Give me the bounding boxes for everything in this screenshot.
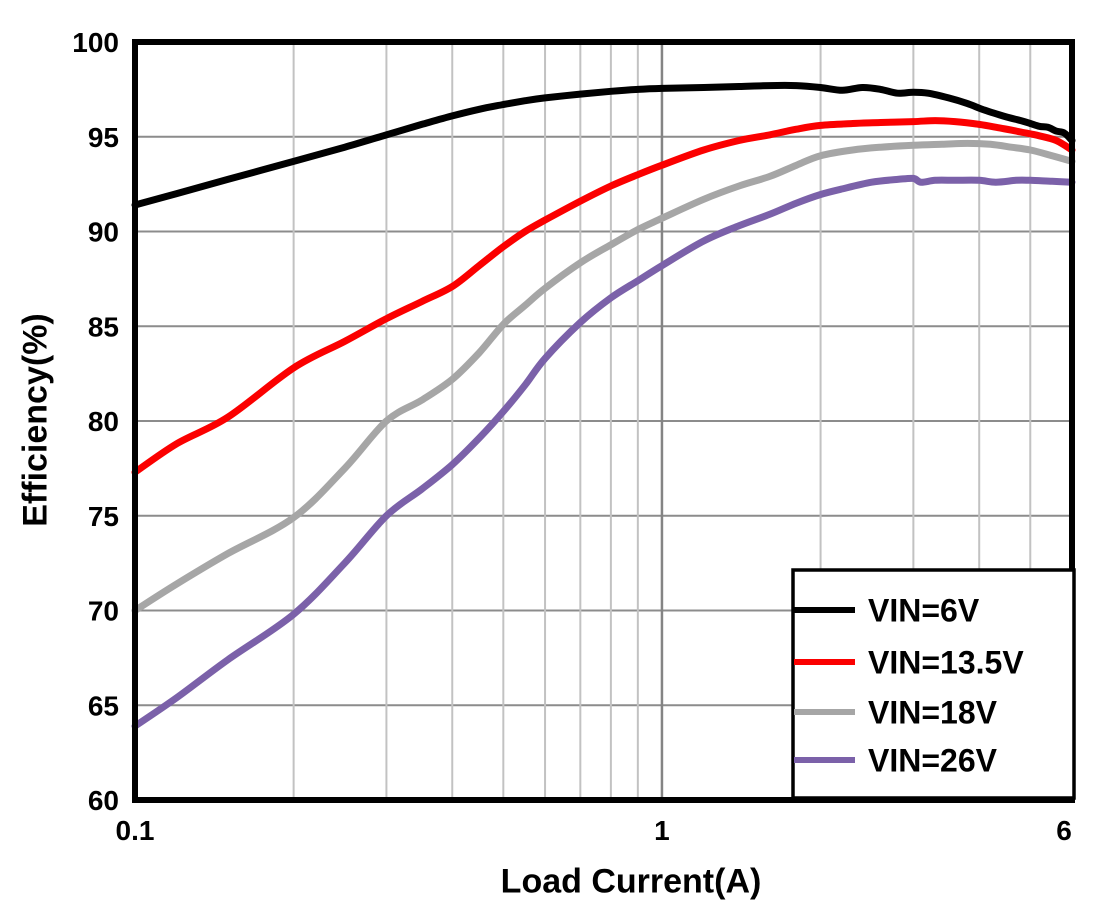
- x-tick-label: 1: [654, 815, 670, 846]
- series-line-vin-13.5v: [131, 117, 1076, 476]
- y-tick-label: 85: [88, 311, 119, 342]
- y-tick-label: 100: [72, 27, 119, 58]
- series-line-vin-18v: [131, 139, 1076, 614]
- x-tick-label: 0.1: [116, 815, 155, 846]
- series-line-vin-26v: [131, 174, 1076, 730]
- legend-entry-label: VIN=26V: [868, 743, 998, 779]
- legend-entry-label: VIN=13.5V: [868, 645, 1024, 681]
- y-tick-label: 90: [88, 217, 119, 248]
- x-axis-title: Load Current(A): [500, 862, 762, 901]
- y-tick-label: 60: [88, 785, 119, 816]
- y-tick-label: 75: [88, 501, 119, 532]
- y-tick-label: 95: [88, 122, 119, 153]
- y-tick-label: 70: [88, 596, 119, 627]
- plot-frame: [132, 39, 1075, 803]
- legend-entry-label: VIN=18V: [868, 695, 998, 731]
- y-tick-label: 80: [88, 406, 119, 437]
- legend-entry-label: VIN=6V: [868, 593, 980, 629]
- y-axis-title: Efficiency(%): [16, 313, 55, 527]
- series-line-vin-6v: [131, 81, 1076, 209]
- x-tick-label: 6: [1056, 815, 1072, 846]
- y-tick-label: 65: [88, 690, 119, 721]
